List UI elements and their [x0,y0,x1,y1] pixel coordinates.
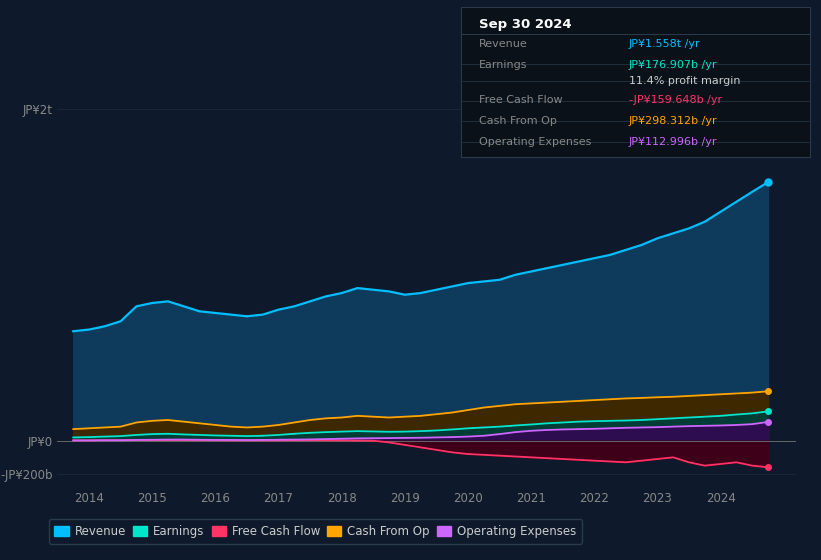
Text: Earnings: Earnings [479,59,527,69]
Text: JP¥176.907b /yr: JP¥176.907b /yr [629,59,718,69]
Text: Sep 30 2024: Sep 30 2024 [479,18,571,31]
Text: Free Cash Flow: Free Cash Flow [479,96,562,105]
Text: 11.4% profit margin: 11.4% profit margin [629,76,741,86]
Text: JP¥112.996b /yr: JP¥112.996b /yr [629,137,718,147]
Text: Revenue: Revenue [479,39,528,49]
Text: Operating Expenses: Operating Expenses [479,137,591,147]
Legend: Revenue, Earnings, Free Cash Flow, Cash From Op, Operating Expenses: Revenue, Earnings, Free Cash Flow, Cash … [48,519,582,544]
Text: JP¥298.312b /yr: JP¥298.312b /yr [629,116,718,127]
Text: -JP¥159.648b /yr: -JP¥159.648b /yr [629,96,722,105]
Text: Cash From Op: Cash From Op [479,116,557,127]
Text: JP¥1.558t /yr: JP¥1.558t /yr [629,39,700,49]
